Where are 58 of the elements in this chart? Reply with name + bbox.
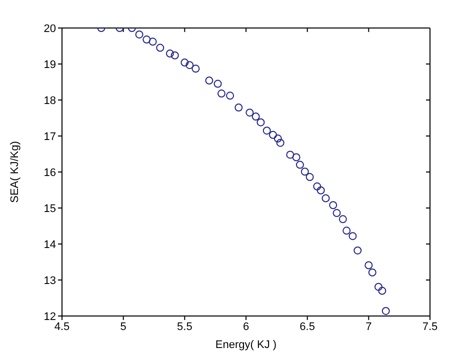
x-tick-label: 5.5: [177, 320, 192, 333]
x-tick-label: 6: [242, 320, 250, 333]
point: [368, 268, 376, 276]
point: [274, 134, 282, 143]
y-tick-label: 18: [44, 94, 56, 107]
point: [313, 182, 322, 190]
point: [214, 80, 222, 88]
point: [166, 50, 174, 58]
point: [156, 44, 164, 52]
point: [300, 168, 309, 176]
x-tick-label: 6.5: [300, 320, 315, 333]
y-tick-label: 16: [44, 166, 56, 179]
point: [142, 36, 151, 44]
y-axis-title: SEA( KJ/Kg): [8, 141, 21, 203]
x-axis-title: Energy( KJ ): [215, 339, 277, 351]
point: [205, 76, 214, 85]
y-tick-label: 13: [44, 274, 56, 287]
point: [292, 153, 300, 162]
point: [186, 61, 194, 70]
y-tick-label: 20: [44, 22, 56, 35]
y-tick-label: 19: [44, 58, 56, 71]
point: [286, 150, 294, 159]
point: [354, 246, 362, 254]
point: [256, 118, 265, 126]
x-tick-label: 7: [366, 320, 372, 333]
point: [296, 160, 304, 169]
point: [252, 112, 260, 121]
point: [364, 261, 373, 270]
point: [338, 215, 347, 224]
point: [192, 64, 200, 73]
y-tick-label: 15: [44, 202, 56, 215]
y-tick-label: 12: [44, 310, 56, 323]
point: [316, 186, 325, 194]
point: [148, 38, 157, 46]
point: [135, 30, 144, 38]
point: [342, 226, 351, 235]
point: [226, 92, 234, 100]
point: [374, 282, 382, 291]
point: [217, 90, 226, 98]
x-tick-label: 5: [120, 320, 126, 333]
point: [322, 194, 330, 202]
point: [268, 130, 277, 139]
point: [332, 209, 341, 218]
point: [276, 138, 284, 147]
point: [180, 58, 189, 67]
point: [348, 232, 357, 240]
point: [234, 104, 243, 112]
x-tick-label: 7.5: [422, 320, 438, 333]
point: [262, 126, 271, 135]
point: [246, 108, 254, 117]
point: [306, 173, 314, 182]
point: [382, 306, 390, 315]
x-tick-label: 4.5: [54, 320, 70, 333]
point: [378, 286, 386, 295]
point: [329, 201, 338, 210]
y-tick-label: 14: [44, 238, 56, 251]
point: [170, 51, 179, 60]
y-tick-label: 17: [44, 130, 56, 143]
